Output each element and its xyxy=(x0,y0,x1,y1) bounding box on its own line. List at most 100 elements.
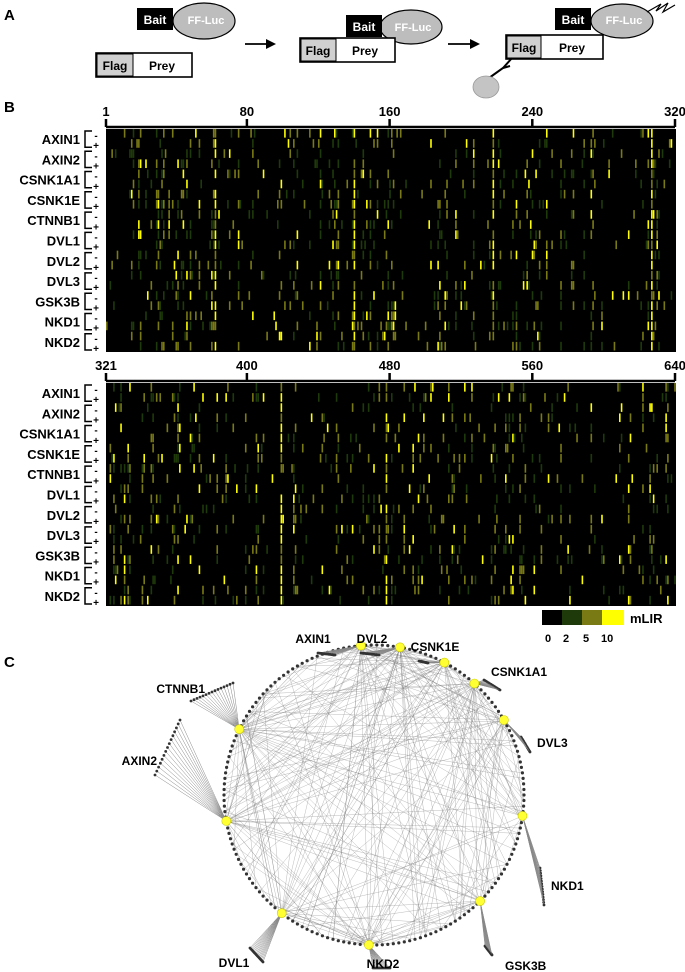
heatmap-cell xyxy=(257,535,260,544)
flag-box-1 xyxy=(96,53,134,77)
heatmap-cell xyxy=(193,383,195,392)
prey-node xyxy=(519,765,524,770)
heatmap-cell xyxy=(164,149,167,158)
heatmap-cell xyxy=(458,545,461,554)
heatmap-cell xyxy=(262,514,265,524)
heatmap-cell xyxy=(271,474,274,483)
heatmap-cell xyxy=(391,524,393,534)
prey-node xyxy=(429,932,433,936)
heatmap-cell xyxy=(403,565,406,575)
heatmap-cell xyxy=(123,575,126,585)
heatmap-cell xyxy=(211,341,213,351)
heatmap-cell xyxy=(155,169,158,179)
heatmap-cell xyxy=(533,555,536,564)
fan-edge xyxy=(479,901,493,956)
heatmap-cell xyxy=(619,464,621,473)
heatmap-cell xyxy=(652,413,655,423)
heatmap-cell xyxy=(545,139,548,148)
heatmap-cell xyxy=(499,199,502,209)
heatmap-cell xyxy=(538,139,541,148)
heatmap-cell xyxy=(472,169,475,179)
heatmap-cell xyxy=(471,433,473,443)
heatmap-cell xyxy=(360,321,363,331)
heatmap-cell xyxy=(383,555,386,564)
gene-row-label: CSNK1E xyxy=(27,193,80,208)
network-edge xyxy=(365,645,505,721)
heatmap-cell xyxy=(651,260,653,270)
network-edge xyxy=(343,662,445,942)
heatmap-cell xyxy=(353,250,356,260)
heatmap-cell xyxy=(526,210,528,219)
heatmap-cell xyxy=(560,281,562,290)
heatmap-cell xyxy=(303,199,306,209)
heatmap-cell xyxy=(173,535,176,544)
heatmap-cell xyxy=(455,423,457,433)
heatmap-cell xyxy=(360,270,363,280)
heatmap-cell xyxy=(494,595,496,605)
gene-row-label: DVL2 xyxy=(47,508,80,523)
heatmap-cell xyxy=(651,281,653,290)
heatmap-cell xyxy=(529,230,532,239)
heatmap-cell xyxy=(547,474,550,483)
heatmap-cell xyxy=(665,464,667,473)
panel-letter-c: C xyxy=(4,654,15,671)
heatmap-cell xyxy=(385,504,388,514)
network-edge xyxy=(224,662,445,812)
heatmap-cell xyxy=(266,331,268,341)
network-edge xyxy=(226,685,478,822)
heatmap-cell xyxy=(351,575,354,585)
heatmap-cell xyxy=(440,230,443,239)
heatmap-cell xyxy=(293,189,295,199)
minus-sign-label: - xyxy=(94,426,97,437)
heatmap-cell xyxy=(163,169,165,179)
network-edge xyxy=(360,645,525,796)
network-edge xyxy=(239,729,383,945)
minus-sign-label: - xyxy=(94,131,97,142)
heatmap-cell xyxy=(316,341,318,351)
heatmap-cell xyxy=(334,179,336,189)
heatmap-cell xyxy=(337,281,340,290)
heatmap-cell xyxy=(651,250,653,260)
heatmap-cell xyxy=(385,555,388,564)
heatmap-cell xyxy=(636,291,639,300)
heatmap-cell xyxy=(211,291,213,300)
heatmap-cell xyxy=(118,403,121,412)
heatmap-cell xyxy=(244,484,247,493)
heatmap-cell xyxy=(106,321,108,331)
network-edge xyxy=(239,658,313,730)
plus-sign-label: + xyxy=(93,283,99,294)
heatmap-cell xyxy=(627,504,630,514)
heatmap-cell xyxy=(237,159,240,169)
heatmap-cell xyxy=(237,169,240,179)
heatmap-cell xyxy=(141,595,144,605)
prey-node xyxy=(265,688,269,692)
heatmap-cell xyxy=(519,393,521,402)
heatmap-cell xyxy=(590,341,593,351)
heatmap-cell xyxy=(423,413,425,423)
heatmap-cell xyxy=(665,575,667,585)
heatmap-cell xyxy=(417,565,420,575)
heatmap-cell xyxy=(465,494,468,504)
heatmap-cell xyxy=(175,453,178,463)
heatmap-cell xyxy=(667,474,669,483)
heatmap-cell xyxy=(155,341,158,351)
minus-sign-label: - xyxy=(94,588,97,599)
heatmap-cell xyxy=(430,240,432,250)
heatmap-cell xyxy=(594,535,596,544)
fan-node xyxy=(166,746,169,749)
heatmap-cell xyxy=(214,281,217,290)
network-edge xyxy=(238,683,475,731)
heatmap-cell xyxy=(182,159,185,169)
heatmap-cell xyxy=(114,565,117,575)
heatmap-cell xyxy=(448,575,450,585)
bait-hub-node xyxy=(439,657,450,668)
prey-node xyxy=(300,661,304,665)
heatmap-cell xyxy=(665,383,667,392)
heatmap-cell xyxy=(505,535,507,544)
heatmap-cell xyxy=(262,565,265,575)
heatmap-cell xyxy=(560,535,562,544)
heatmap-cell xyxy=(464,383,466,392)
heatmap-cell xyxy=(123,585,126,595)
heatmap-cell xyxy=(472,139,475,148)
network-edge xyxy=(281,822,522,914)
